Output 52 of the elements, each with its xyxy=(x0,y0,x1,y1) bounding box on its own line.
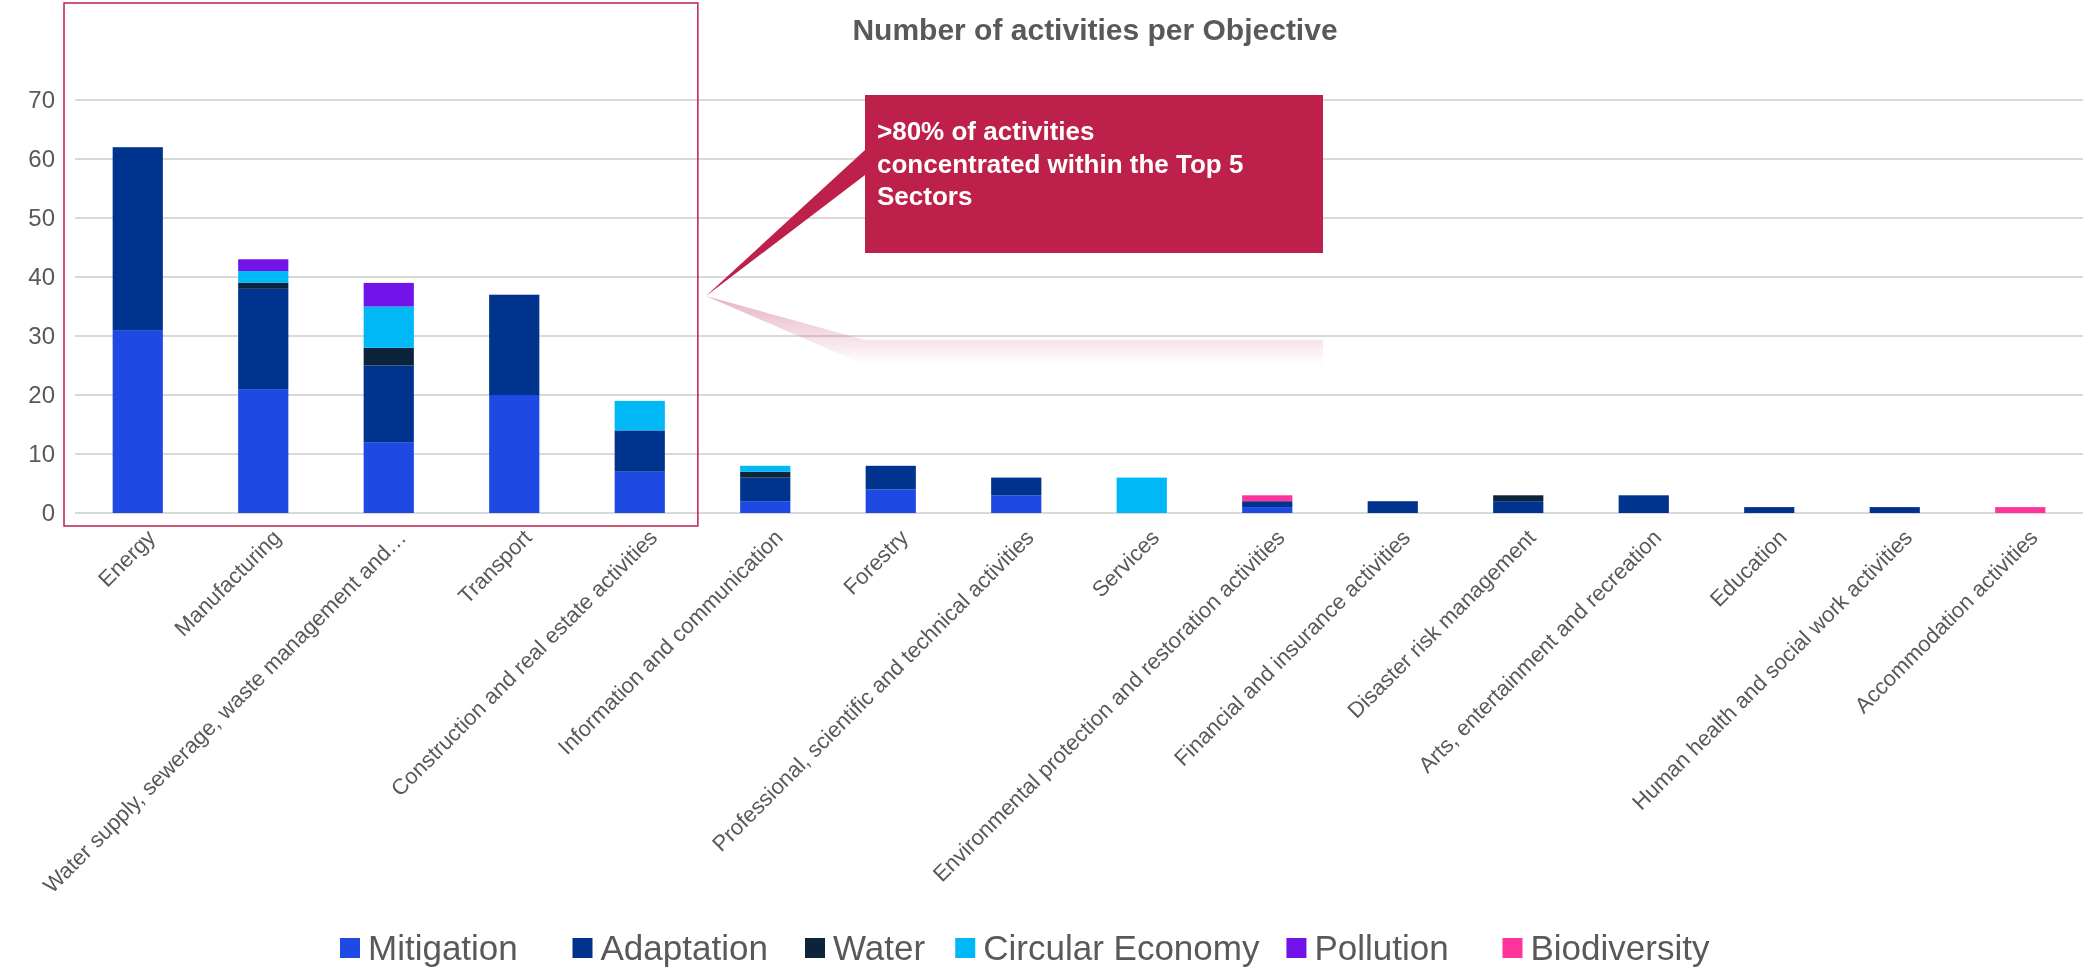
bar xyxy=(112,147,163,331)
y-tick-label: 40 xyxy=(28,263,55,291)
bar xyxy=(1242,507,1293,513)
bar xyxy=(865,489,916,513)
legend-label: Mitigation xyxy=(368,928,518,968)
bar xyxy=(1242,495,1293,502)
bar xyxy=(238,282,289,289)
legend-label: Pollution xyxy=(1314,928,1449,968)
bar xyxy=(363,306,414,348)
bar xyxy=(991,495,1042,513)
bar xyxy=(991,477,1042,496)
bar xyxy=(1116,477,1167,513)
bar xyxy=(740,465,791,472)
chart-title: Number of activities per Objective xyxy=(852,13,1338,46)
y-tick-label: 50 xyxy=(28,204,55,232)
bar xyxy=(238,271,289,283)
bar xyxy=(740,501,791,513)
bar xyxy=(363,347,414,366)
bar xyxy=(1618,495,1669,513)
annotation: >80% of activities concentrated within the Top 5 Sectors xyxy=(877,116,1244,211)
bar xyxy=(363,442,414,513)
legend-label: Adaptation xyxy=(600,928,768,968)
bar xyxy=(238,389,289,513)
bar xyxy=(614,471,665,513)
y-tick-label: 20 xyxy=(28,381,55,409)
bar xyxy=(489,294,540,395)
bar xyxy=(1869,507,1920,513)
bar xyxy=(1995,507,2046,513)
bar xyxy=(363,365,414,443)
legend-label: Biodiversity xyxy=(1530,928,1710,968)
y-tick-label: 70 xyxy=(28,86,55,114)
bar xyxy=(1367,501,1418,513)
bar xyxy=(489,395,540,513)
bar xyxy=(740,471,791,478)
bar xyxy=(740,477,791,502)
y-tick-label: 60 xyxy=(28,145,55,173)
bar xyxy=(1493,501,1544,513)
y-tick-label: 30 xyxy=(28,322,55,350)
legend-label: Circular Economy xyxy=(983,928,1260,968)
bar xyxy=(1744,507,1795,513)
bar xyxy=(614,430,665,472)
y-tick-label: 0 xyxy=(41,499,55,527)
bar xyxy=(238,288,289,390)
bar xyxy=(363,282,414,307)
bar xyxy=(238,259,289,272)
bar xyxy=(1242,501,1293,508)
bar xyxy=(865,465,916,490)
y-tick-label: 10 xyxy=(28,440,55,468)
bar xyxy=(1493,495,1544,502)
legend-label: Water xyxy=(833,928,926,968)
bar xyxy=(614,400,665,431)
bar xyxy=(112,330,163,513)
